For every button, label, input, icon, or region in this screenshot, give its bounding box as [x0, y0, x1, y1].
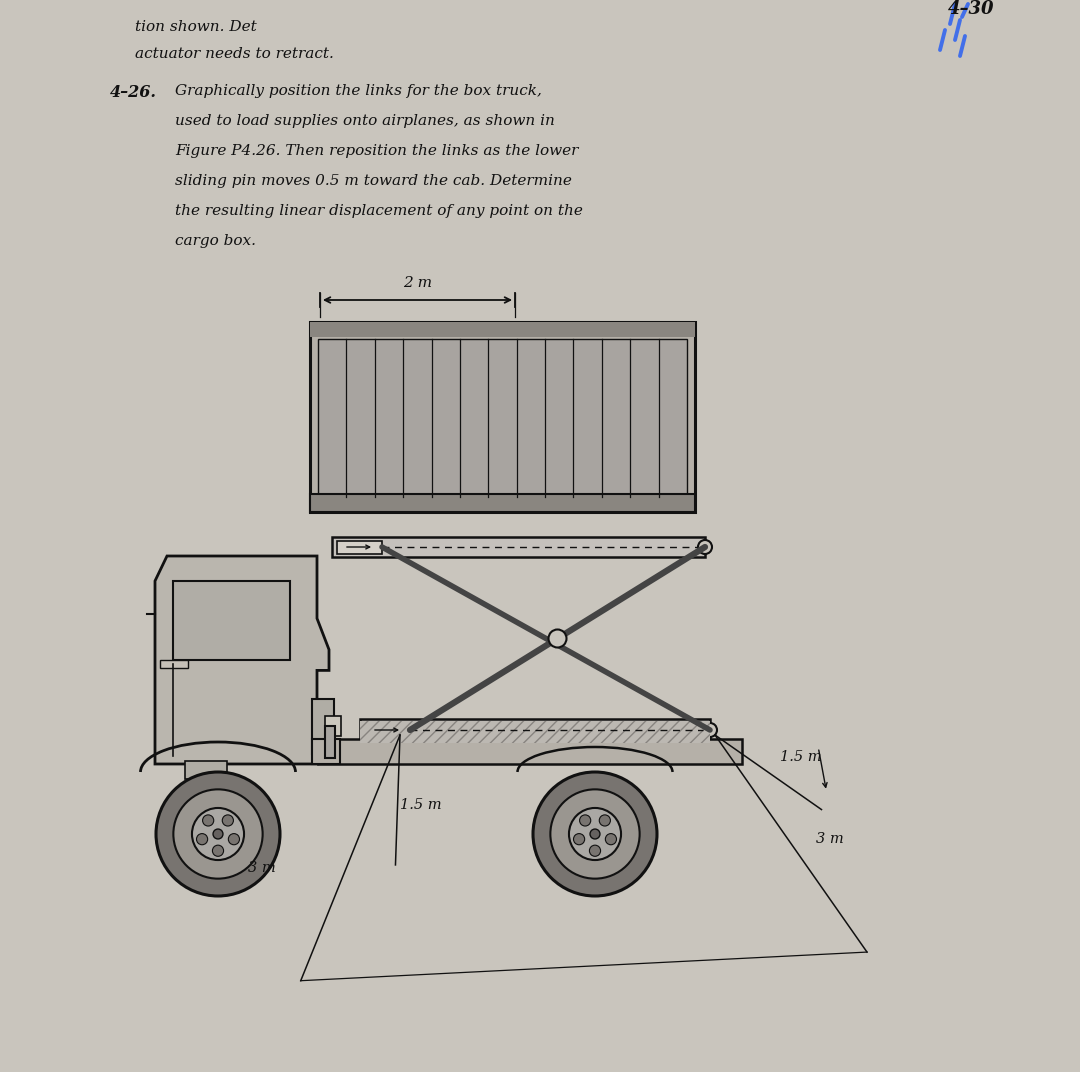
Circle shape — [213, 845, 224, 857]
Circle shape — [222, 815, 233, 827]
Text: used to load supplies onto airplanes, as shown in: used to load supplies onto airplanes, as… — [175, 114, 555, 128]
Text: cargo box.: cargo box. — [175, 234, 256, 248]
Text: 3 m: 3 m — [816, 832, 843, 846]
Circle shape — [228, 834, 240, 845]
Bar — [318, 739, 742, 764]
Circle shape — [590, 845, 600, 857]
Text: 4–26.: 4–26. — [110, 84, 157, 101]
Text: 4–30: 4–30 — [948, 0, 995, 18]
Bar — [310, 322, 696, 337]
Circle shape — [698, 540, 712, 554]
Text: Figure P4.26. Then reposition the links as the lower: Figure P4.26. Then reposition the links … — [175, 144, 579, 158]
Bar — [318, 339, 687, 497]
Circle shape — [156, 772, 280, 896]
Text: tion shown. Det: tion shown. Det — [135, 20, 257, 34]
Bar — [337, 540, 382, 553]
Bar — [312, 699, 334, 754]
Text: sliding pin moves 0.5 m toward the cab. Determine: sliding pin moves 0.5 m toward the cab. … — [175, 174, 572, 188]
Circle shape — [580, 815, 591, 827]
Text: 1.5 m: 1.5 m — [401, 798, 442, 812]
Bar — [173, 581, 289, 660]
Bar — [325, 716, 341, 736]
Text: the resulting linear displacement of any point on the: the resulting linear displacement of any… — [175, 204, 583, 218]
Polygon shape — [156, 556, 329, 764]
Bar — [185, 761, 227, 779]
Circle shape — [174, 789, 262, 879]
Circle shape — [573, 834, 584, 845]
Text: 2 m: 2 m — [403, 276, 432, 291]
Bar — [360, 721, 710, 743]
Text: 1.5 m: 1.5 m — [780, 750, 822, 764]
Circle shape — [569, 808, 621, 860]
Bar — [332, 537, 705, 557]
Circle shape — [590, 829, 600, 839]
Circle shape — [197, 834, 207, 845]
Text: Graphically position the links for the box truck,: Graphically position the links for the b… — [175, 84, 542, 98]
Circle shape — [703, 723, 717, 738]
Circle shape — [549, 629, 567, 647]
Bar — [360, 719, 710, 741]
Circle shape — [599, 815, 610, 827]
Bar — [310, 322, 696, 512]
Circle shape — [192, 808, 244, 860]
Bar — [312, 739, 340, 764]
Bar — [160, 660, 188, 668]
Bar — [325, 726, 335, 758]
Bar — [364, 724, 409, 736]
Text: actuator needs to retract.: actuator needs to retract. — [135, 47, 334, 61]
Bar — [310, 494, 696, 512]
Circle shape — [606, 834, 617, 845]
Circle shape — [213, 829, 222, 839]
Text: 3 m: 3 m — [248, 861, 275, 875]
Circle shape — [534, 772, 657, 896]
Circle shape — [203, 815, 214, 827]
Circle shape — [551, 789, 639, 879]
